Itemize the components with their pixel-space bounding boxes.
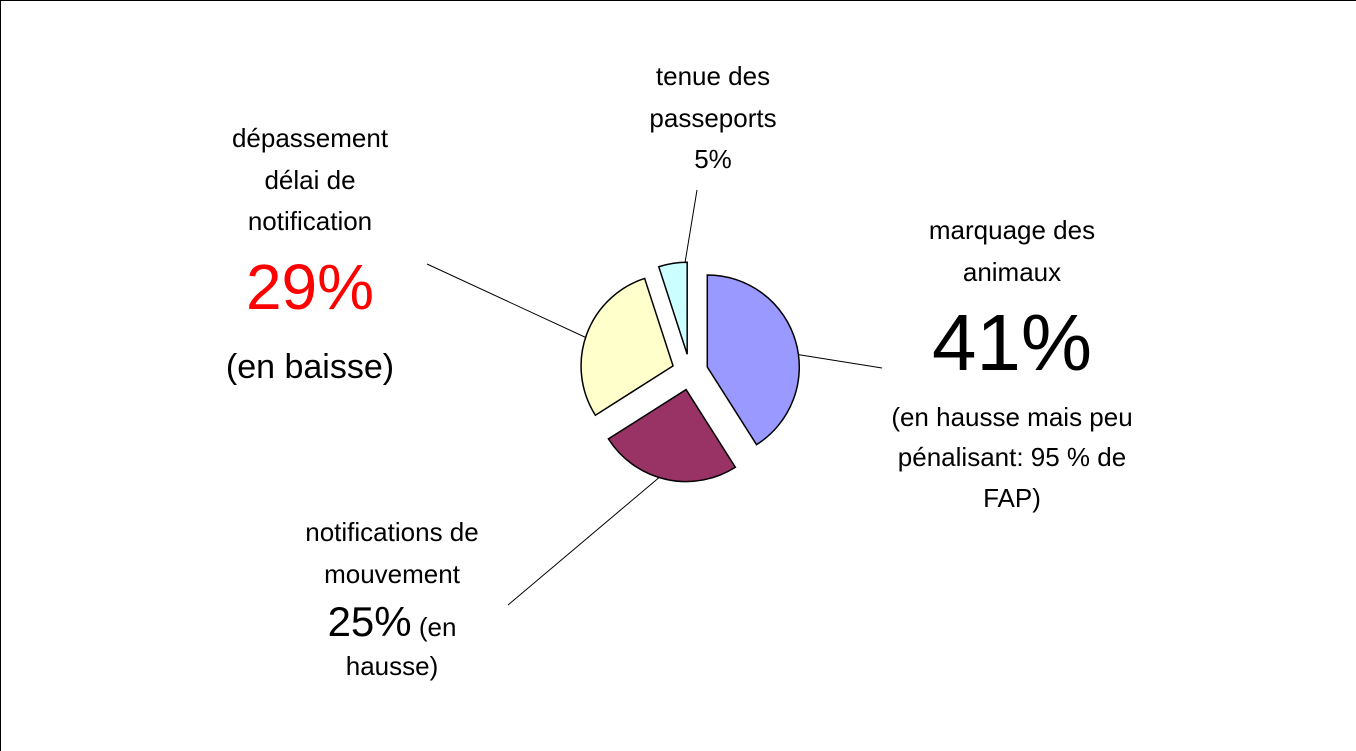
pie-slice (580, 277, 674, 417)
pie-slice (607, 388, 737, 483)
value-group: 25% (en hausse) (302, 595, 482, 683)
value-label: 25% (327, 598, 412, 646)
category-label: dépassement délai de notification (231, 123, 389, 237)
value-label: 29% (245, 250, 375, 323)
pie (580, 261, 801, 483)
annotation: (en hausse) (345, 612, 457, 681)
category-label: tenue des passeports (649, 61, 777, 133)
slice-label: dépassement délai de notification 29% (e… (180, 118, 440, 394)
leader-line (426, 263, 603, 346)
category-label: notifications de mouvement (305, 517, 479, 589)
pie-slice (706, 274, 801, 446)
pie-slice (657, 261, 688, 355)
slice-label: marquage des animaux 41% (en hausse mais… (882, 210, 1142, 518)
leader-line (507, 469, 669, 606)
category-label: marquage des animaux (928, 215, 1096, 287)
value-label: 41% (931, 298, 1093, 388)
slice-label: notifications de mouvement 25% (en hauss… (262, 512, 522, 684)
annotation: (en hausse mais peu pénalisant: 95 % de … (891, 402, 1133, 513)
annotation: (en baisse) (225, 347, 395, 386)
value-label: 5% (694, 144, 732, 175)
slice-label: tenue des passeports 5% (613, 56, 813, 181)
